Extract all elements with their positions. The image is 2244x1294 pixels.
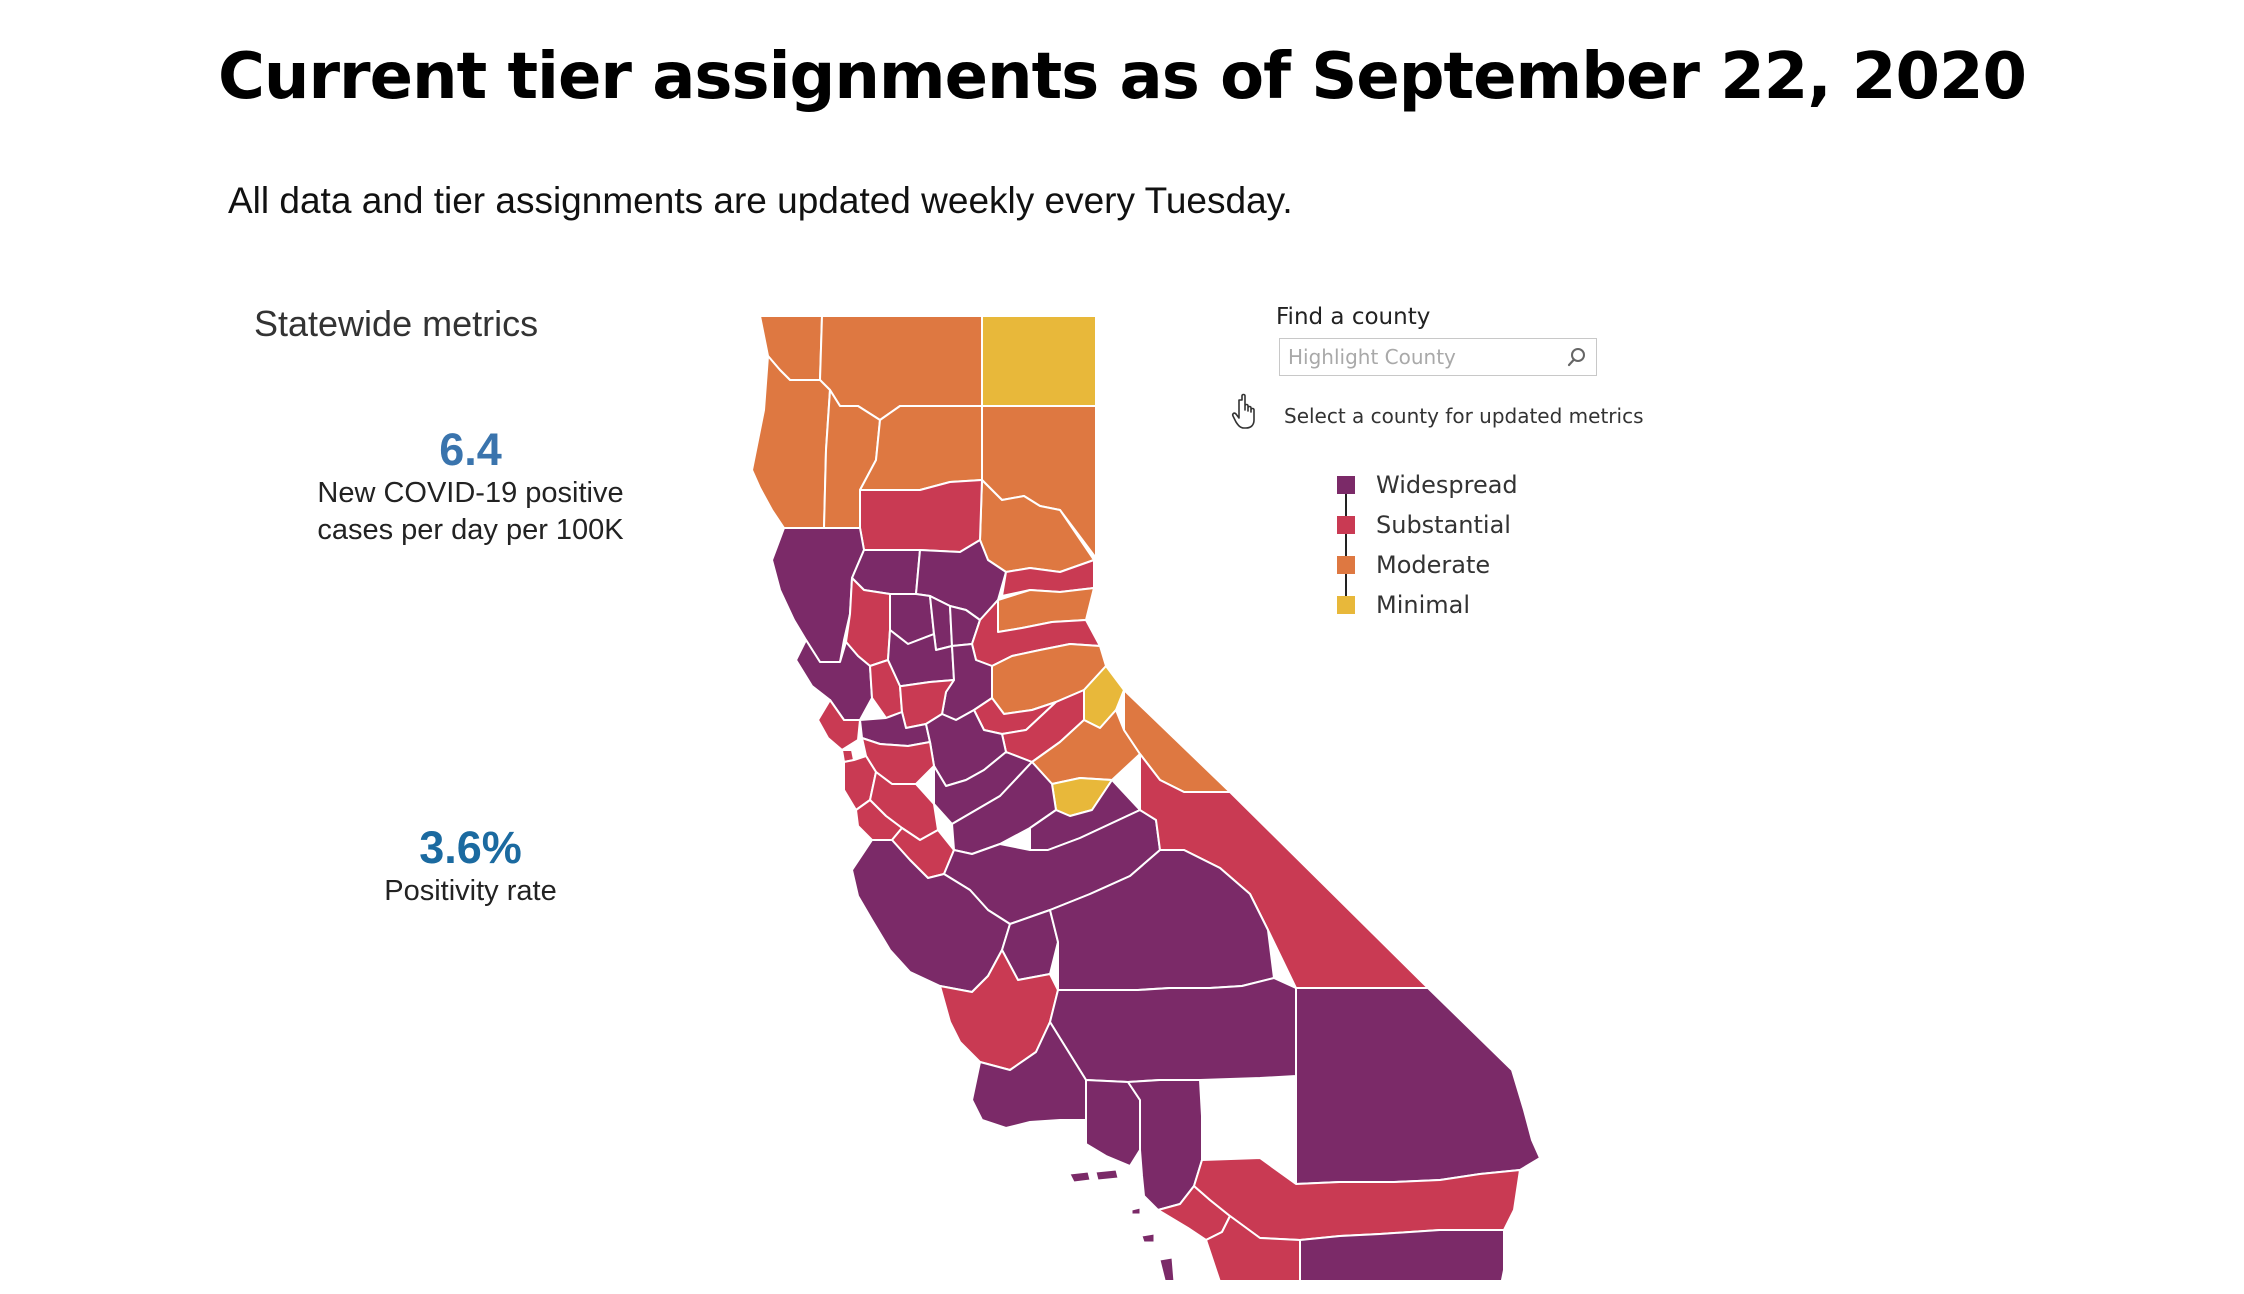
positivity-metric: 3.6% Positivity rate — [268, 823, 673, 910]
legend-swatch-substantial — [1337, 516, 1355, 534]
county-san-diego[interactable] — [1205, 1215, 1301, 1280]
county-mendocino[interactable] — [771, 527, 865, 663]
positivity-value: 3.6% — [419, 822, 522, 873]
positivity-label: Positivity rate — [384, 874, 557, 907]
page-title: Current tier assignments as of September… — [217, 40, 2027, 114]
search-icon[interactable] — [1566, 346, 1588, 368]
legend-label-substantial: Substantial — [1376, 511, 1511, 539]
county-imperial[interactable] — [1299, 1229, 1505, 1280]
legend-item-moderate[interactable]: Moderate — [1332, 550, 1490, 580]
channel-island — [1069, 1171, 1091, 1183]
county-modoc[interactable] — [981, 315, 1097, 407]
legend-label-minimal: Minimal — [1376, 591, 1471, 619]
legend-swatch-widespread — [1337, 476, 1355, 494]
select-county-hint: Select a county for updated metrics — [1284, 404, 1644, 428]
legend-swatch-minimal — [1337, 596, 1355, 614]
county-siskiyou[interactable] — [819, 315, 983, 421]
case-rate-metric: 6.4 New COVID-19 positive cases per day … — [268, 425, 673, 550]
page-subtitle: All data and tier assignments are update… — [228, 180, 1293, 221]
legend-item-substantial[interactable]: Substantial — [1332, 510, 1511, 540]
legend-label-widespread: Widespread — [1376, 471, 1518, 499]
legend-swatch-moderate — [1337, 556, 1355, 574]
county-search-input[interactable] — [1280, 339, 1550, 374]
find-county-label: Find a county — [1276, 304, 1431, 330]
county-tehama[interactable] — [859, 479, 983, 553]
statewide-metrics-heading: Statewide metrics — [254, 303, 539, 344]
channel-island — [1159, 1257, 1175, 1280]
county-san-bernardino[interactable] — [1295, 987, 1541, 1185]
channel-island — [1141, 1233, 1155, 1243]
county-humboldt[interactable] — [751, 355, 831, 529]
legend-label-moderate: Moderate — [1376, 551, 1491, 579]
county-search-box[interactable] — [1279, 338, 1597, 376]
hand-pointer-icon — [1231, 393, 1255, 429]
legend-item-widespread[interactable]: Widespread — [1332, 470, 1518, 500]
california-county-map — [751, 315, 1541, 1280]
channel-island — [1095, 1169, 1119, 1181]
county-ventura[interactable] — [1085, 1079, 1141, 1167]
case-rate-label: New COVID-19 positive cases per day per … — [317, 476, 624, 547]
legend-item-minimal[interactable]: Minimal — [1332, 590, 1470, 620]
county-santa-barbara[interactable] — [971, 1021, 1087, 1129]
legend-connector-line — [1345, 488, 1347, 614]
case-rate-value: 6.4 — [439, 424, 502, 475]
county-marin[interactable] — [817, 699, 861, 751]
channel-island — [1131, 1207, 1141, 1215]
county-kern[interactable] — [1049, 977, 1297, 1083]
